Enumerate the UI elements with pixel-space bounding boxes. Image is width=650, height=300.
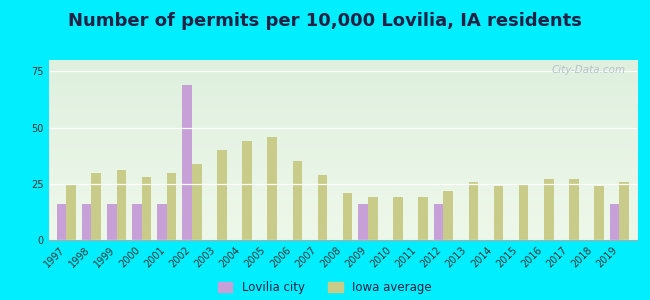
Bar bbox=[419, 197, 428, 240]
Bar bbox=[544, 179, 554, 240]
Bar bbox=[368, 197, 378, 240]
Bar bbox=[57, 204, 66, 240]
Bar bbox=[519, 184, 528, 240]
Bar bbox=[318, 175, 328, 240]
Text: Number of permits per 10,000 Lovilia, IA residents: Number of permits per 10,000 Lovilia, IA… bbox=[68, 12, 582, 30]
Bar bbox=[82, 204, 92, 240]
Bar bbox=[242, 141, 252, 240]
Bar bbox=[217, 150, 227, 240]
Text: City-Data.com: City-Data.com bbox=[551, 65, 625, 75]
Bar bbox=[393, 197, 403, 240]
Bar bbox=[343, 193, 352, 240]
Bar bbox=[358, 204, 368, 240]
Bar bbox=[619, 182, 629, 240]
Bar bbox=[267, 136, 277, 240]
Bar bbox=[434, 204, 443, 240]
Bar bbox=[116, 170, 126, 240]
Bar bbox=[610, 204, 619, 240]
Bar bbox=[569, 179, 578, 240]
Bar bbox=[132, 204, 142, 240]
Bar bbox=[494, 186, 503, 240]
Bar bbox=[594, 186, 604, 240]
Bar bbox=[92, 172, 101, 240]
Bar bbox=[157, 204, 167, 240]
Bar bbox=[292, 161, 302, 240]
Legend: Lovilia city, Iowa average: Lovilia city, Iowa average bbox=[218, 281, 432, 294]
Bar bbox=[66, 184, 76, 240]
Bar bbox=[443, 190, 453, 240]
Bar bbox=[107, 204, 116, 240]
Bar bbox=[167, 172, 176, 240]
Bar bbox=[469, 182, 478, 240]
Bar bbox=[142, 177, 151, 240]
Bar bbox=[183, 85, 192, 240]
Bar bbox=[192, 164, 202, 240]
